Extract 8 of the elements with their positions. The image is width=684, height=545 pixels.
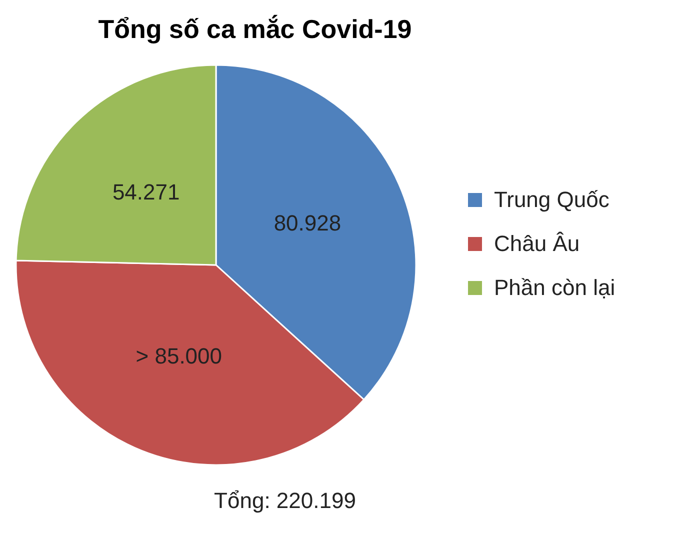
text: Tổng: 220.199: [214, 488, 356, 513]
legend-label: Trung Quốc: [494, 187, 610, 212]
legend-label: Châu Âu: [494, 231, 580, 256]
data-label: > 85.000: [136, 344, 222, 369]
data-label: 80.928: [274, 210, 342, 236]
chart-title: Tổng số ca mắc Covid-19: [98, 14, 412, 44]
legend-label: Phần còn lại: [494, 275, 616, 300]
data-label: 54.271: [112, 179, 180, 204]
